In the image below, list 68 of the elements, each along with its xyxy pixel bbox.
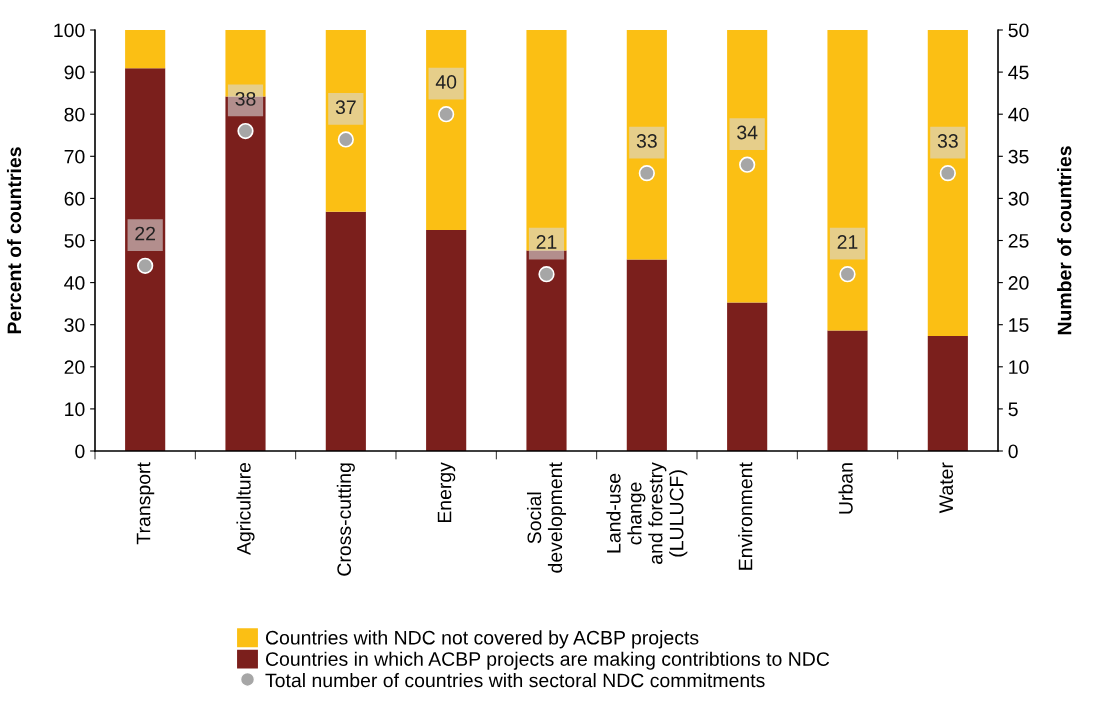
y-tick-label: 100 — [54, 23, 85, 38]
bar — [727, 30, 768, 303]
x-tick-label: Transport — [136, 462, 155, 545]
y2-axis-title: Number of countries — [1057, 146, 1072, 335]
x-tick-label: Land-use change and forestry (LULUCF) — [606, 462, 688, 564]
data-label: 37 — [335, 100, 356, 115]
y2-tick-label: 45 — [1008, 65, 1029, 80]
y2-tick-label: 50 — [1008, 23, 1029, 38]
y-tick-label: 60 — [64, 191, 85, 206]
point — [237, 122, 254, 140]
y-tick-label: 90 — [64, 65, 85, 80]
y-tick-label: 30 — [64, 318, 85, 332]
y-tick-label: 10 — [65, 402, 85, 417]
y2-tick-label: 40 — [1008, 107, 1029, 122]
legend-label: Countries with NDC not covered by ACBP projects — [265, 630, 699, 649]
bar — [426, 30, 467, 230]
bar — [125, 30, 166, 69]
y-tick-label: 40 — [64, 276, 85, 290]
x-tick-label: Cross-cutting — [336, 463, 355, 576]
bar — [827, 330, 868, 451]
y2-tick-label: 20 — [1008, 276, 1029, 290]
data-label: 21 — [536, 235, 557, 249]
y2-tick-label: 5 — [1008, 402, 1018, 417]
bar — [827, 30, 868, 331]
x-tick-label: Water — [939, 462, 954, 514]
bar — [927, 30, 968, 337]
y-tick-label: 0 — [75, 444, 85, 459]
y2-tick-label: 25 — [1008, 233, 1029, 248]
point — [739, 156, 756, 173]
legend-label: Total number of countries with sectoral NDC commitments — [265, 673, 765, 688]
y-tick-label: 50 — [64, 233, 85, 248]
point — [538, 266, 555, 283]
bar — [626, 259, 667, 451]
bar — [927, 336, 968, 451]
y-tick-label: 70 — [64, 149, 85, 164]
x-tick-label: Energy — [437, 462, 456, 523]
data-label: 33 — [636, 134, 657, 148]
point — [839, 266, 856, 283]
data-label: 21 — [837, 235, 858, 249]
point — [638, 165, 655, 182]
legend-label: Countries in which ACBP projects are making contribtions to NDC — [265, 651, 830, 670]
bar — [125, 68, 166, 451]
data-label: 33 — [937, 134, 958, 148]
data-label: 22 — [135, 226, 156, 241]
y2-tick-label: 30 — [1008, 191, 1029, 206]
data-label: 38 — [235, 91, 256, 106]
y2-tick-label: 10 — [1009, 360, 1029, 375]
point — [337, 131, 354, 148]
point — [137, 257, 154, 274]
point — [438, 106, 455, 123]
y-tick-label: 80 — [64, 107, 85, 122]
y2-tick-label: 15 — [1009, 318, 1029, 332]
data-label: 34 — [737, 125, 758, 140]
bar — [727, 302, 768, 451]
bar — [626, 30, 667, 260]
y2-tick-label: 0 — [1008, 444, 1018, 459]
data-label: 40 — [435, 75, 457, 89]
y-axis-title: Percent of countries — [6, 147, 22, 334]
bar — [325, 211, 366, 451]
point — [939, 165, 956, 182]
x-tick-label: Environment — [738, 462, 753, 570]
x-tick-label: Agriculture — [236, 462, 255, 556]
x-tick-label: Social development — [526, 462, 567, 573]
x-tick-label: Urban — [838, 463, 853, 514]
bar — [325, 30, 366, 212]
y2-tick-label: 35 — [1008, 149, 1029, 164]
bar — [426, 229, 467, 451]
y-tick-label: 20 — [64, 360, 85, 375]
